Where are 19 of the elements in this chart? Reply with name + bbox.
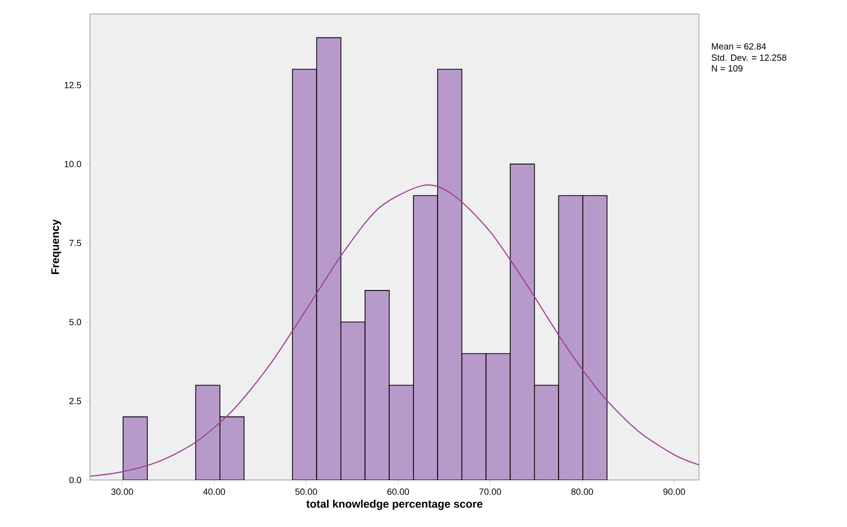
- text: N = 109: [712, 65, 742, 72]
- x-tick-label: 60.00: [387, 488, 410, 495]
- y-tick-label: 0.0: [69, 476, 82, 484]
- y-tick-label: 7.5: [69, 240, 82, 246]
- y-tick-label: 10.0: [64, 160, 82, 168]
- text: Std. Dev. = 12.258: [712, 54, 786, 61]
- x-tick-label: 40.00: [203, 488, 226, 495]
- x-tick-label: 30.00: [111, 488, 134, 495]
- y-tick-label: 12.5: [64, 82, 82, 88]
- x-tick-label: 70.00: [479, 488, 502, 495]
- text: Mean = 62.84: [712, 43, 766, 50]
- x-axis-title: total knowledge percentage score: [306, 500, 482, 510]
- x-tick-label: 80.00: [571, 488, 594, 495]
- y-axis-title: Frequency: [51, 219, 62, 274]
- y-tick-label: 5.0: [69, 318, 82, 326]
- x-tick-label: 90.00: [663, 488, 686, 495]
- y-tick-label: 2.5: [69, 398, 82, 404]
- x-tick-label: 50.00: [295, 488, 318, 495]
- line-series: [90, 184, 700, 477]
